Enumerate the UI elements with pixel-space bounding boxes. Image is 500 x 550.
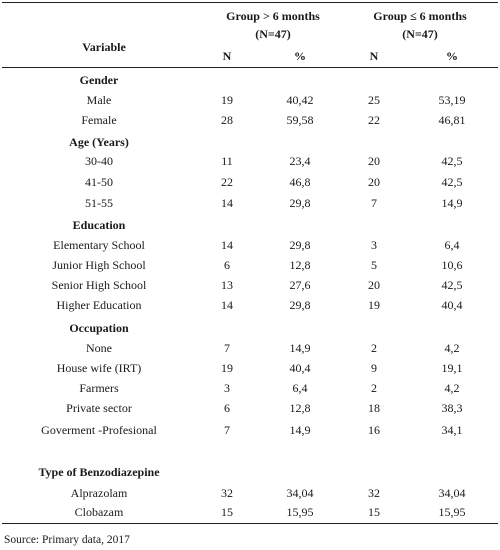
cell-n-group2: 20	[368, 175, 380, 189]
row-label: 51-55	[85, 196, 113, 210]
cell-n-group1: 19	[221, 93, 233, 107]
row-label: Private sector	[66, 401, 132, 415]
cell-pct-group2: 19,1	[441, 361, 463, 375]
cell-n-group1: 15	[221, 505, 233, 519]
cell-n-group1: 6	[224, 401, 230, 415]
cell-n-group2: 22	[368, 113, 380, 127]
cell-n-group1: 7	[224, 341, 230, 355]
header-group1-n: (N=47)	[255, 27, 291, 41]
row-label: Junior High School	[52, 258, 146, 272]
row-label: None	[86, 341, 112, 355]
cell-n-group2: 32	[368, 486, 380, 500]
cell-pct-group2: 42,5	[441, 154, 463, 168]
row-label: Alprazolam	[70, 486, 128, 500]
cell-n-group1: 14	[221, 298, 233, 312]
cell-n-group2: 20	[368, 154, 380, 168]
cell-n-group1: 11	[221, 154, 233, 168]
header-n-group2: N	[369, 49, 379, 63]
cell-pct-group1: 46,8	[289, 175, 311, 189]
cell-pct-group1: 29,8	[289, 238, 311, 252]
row-label: Male	[86, 93, 112, 107]
cell-pct-group2: 42,5	[441, 278, 463, 292]
cell-n-group1: 28	[221, 113, 233, 127]
cell-n-group1: 13	[221, 278, 233, 292]
cell-n-group1: 14	[221, 238, 233, 252]
cell-pct-group1: 59,58	[286, 113, 314, 127]
row-label: Goverment -Profesional	[41, 423, 157, 437]
table-top-rule	[2, 2, 498, 3]
cell-n-group2: 5	[371, 258, 377, 272]
cell-pct-group1: 29,8	[289, 298, 311, 312]
header-group1-title: Group > 6 months	[226, 9, 320, 23]
cell-pct-group2: 15,95	[438, 505, 466, 519]
row-label: Senior High School	[51, 278, 147, 292]
row-label: House wife (IRT)	[56, 361, 142, 375]
cell-n-group2: 2	[371, 341, 377, 355]
cell-pct-group2: 38,3	[441, 401, 463, 415]
cell-n-group1: 3	[224, 381, 230, 395]
cell-pct-group2: 4,2	[444, 341, 460, 355]
section-title-benzodiazepine: Type of Benzodiazepine	[38, 465, 160, 479]
row-label: Clobazam	[74, 505, 124, 519]
cell-pct-group1: 34,04	[286, 486, 314, 500]
cell-n-group1: 32	[221, 486, 233, 500]
cell-pct-group2: 40,4	[441, 298, 463, 312]
section-title-age: Age (Years)	[69, 135, 129, 149]
cell-pct-group2: 6,4	[444, 238, 460, 252]
cell-pct-group2: 34,04	[438, 486, 466, 500]
table-bottom-rule	[2, 523, 498, 524]
cell-pct-group1: 14,9	[289, 423, 311, 437]
section-title-gender: Gender	[79, 73, 119, 87]
cell-pct-group1: 12,8	[289, 258, 311, 272]
cell-pct-group1: 14,9	[289, 341, 311, 355]
cell-n-group2: 2	[371, 381, 377, 395]
cell-n-group1: 6	[224, 258, 230, 272]
cell-pct-group2: 4,2	[444, 381, 460, 395]
cell-n-group1: 19	[221, 361, 233, 375]
cell-n-group2: 15	[368, 505, 380, 519]
cell-pct-group1: 12,8	[289, 401, 311, 415]
row-label: 30-40	[85, 154, 113, 168]
header-group2-title: Group ≤ 6 months	[373, 9, 467, 23]
cell-pct-group2: 53,19	[438, 93, 466, 107]
cell-n-group2: 25	[368, 93, 380, 107]
cell-n-group1: 7	[224, 423, 230, 437]
cell-n-group2: 20	[368, 278, 380, 292]
header-pct-group1: %	[294, 49, 306, 63]
cell-pct-group2: 34,1	[441, 423, 463, 437]
header-bottom-rule	[2, 67, 498, 68]
cell-pct-group1: 6,4	[292, 381, 308, 395]
cell-n-group1: 14	[221, 196, 233, 210]
row-label: 41-50	[85, 175, 113, 189]
header-pct-group2: %	[446, 49, 458, 63]
cell-pct-group2: 42,5	[441, 175, 463, 189]
section-title-education: Education	[72, 218, 126, 232]
cell-n-group2: 18	[368, 401, 380, 415]
cell-pct-group1: 29,8	[289, 196, 311, 210]
cell-n-group2: 7	[371, 196, 377, 210]
cell-pct-group2: 46,81	[438, 113, 466, 127]
cell-pct-group1: 15,95	[286, 505, 314, 519]
header-n-group1: N	[222, 49, 232, 63]
cell-pct-group1: 27,6	[289, 278, 311, 292]
row-label: Farmers	[79, 381, 119, 395]
cell-n-group2: 3	[371, 238, 377, 252]
cell-pct-group1: 40,4	[289, 361, 311, 375]
row-label: Elementary School	[53, 238, 145, 252]
cell-n-group2: 16	[368, 423, 380, 437]
cell-n-group1: 22	[221, 175, 233, 189]
cell-pct-group2: 14,9	[441, 196, 463, 210]
cell-pct-group1: 40,42	[286, 93, 314, 107]
cell-n-group2: 9	[371, 361, 377, 375]
header-variable: Variable	[82, 40, 126, 54]
cell-pct-group2: 10,6	[441, 258, 463, 272]
section-title-occupation: Occupation	[69, 321, 129, 335]
cell-pct-group1: 23,4	[289, 154, 311, 168]
row-label: Female	[81, 113, 117, 127]
source-note: Source: Primary data, 2017	[4, 534, 130, 546]
row-label: Higher Education	[56, 298, 142, 312]
header-group2-n: (N=47)	[402, 27, 438, 41]
cell-n-group2: 19	[368, 298, 380, 312]
